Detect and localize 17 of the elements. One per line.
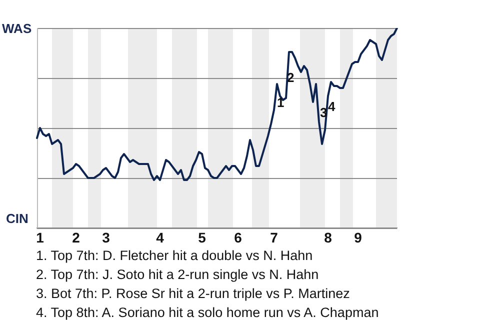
x-tick-label: 4 [156, 229, 164, 246]
text: CIN [6, 211, 28, 226]
x-tick-label: 6 [234, 229, 242, 246]
text: 2. Top 7th: J. Soto hit a 2-run single vs N. Hahn [36, 266, 320, 284]
x-tick-label: 5 [198, 229, 206, 246]
text: WAS [2, 21, 32, 36]
x-tick-label: 8 [324, 229, 332, 246]
text: 4. Top 8th: A. Soriano hit a solo home run vs A. Chapman [36, 304, 379, 320]
annotation: 4 [328, 99, 336, 114]
x-tick-label: 2 [72, 229, 80, 246]
x-tick-label: 1 [36, 229, 44, 246]
annotation: 1 [277, 95, 284, 110]
text: 1. Top 7th: D. Fletcher hit a double vs N. Hahn [36, 247, 314, 265]
x-tick-label: 7 [270, 229, 278, 246]
x-tick-label: 9 [354, 229, 362, 246]
x-tick-label: 3 [102, 229, 110, 246]
text: 3. Bot 7th: P. Rose Sr hit a 2-run triple vs P. Martinez [36, 285, 351, 303]
